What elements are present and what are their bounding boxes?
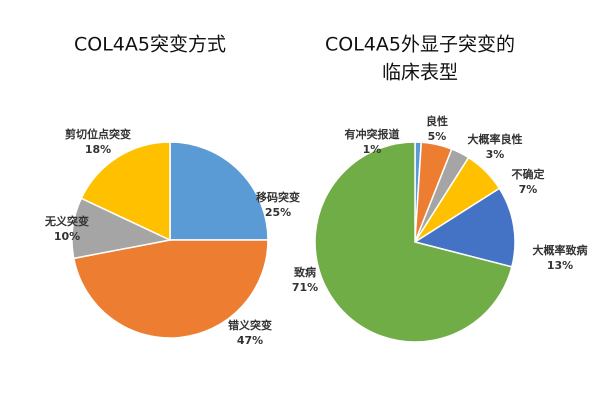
slice-value-label: 5% <box>428 130 447 143</box>
slice-value-label: 71% <box>292 281 318 294</box>
slice-label: 剪切位点突变 <box>65 127 131 141</box>
slice-label: 不确定 <box>512 167 545 181</box>
slice-label: 错义突变 <box>228 318 272 332</box>
slice-value-label: 1% <box>363 143 382 156</box>
slice-label: 致病 <box>294 265 316 279</box>
slice-value-label: 3% <box>486 148 505 161</box>
chart-title: COL4A5外显子突变的 <box>325 34 515 56</box>
slice-label: 大概率良性 <box>468 132 523 146</box>
slice-value-label: 7% <box>519 183 538 196</box>
slice-value-label: 13% <box>547 259 573 272</box>
slice-value-label: 47% <box>237 334 263 347</box>
slice-label: 有冲突报道 <box>345 127 400 141</box>
chart-title: 临床表型 <box>382 62 458 84</box>
slice-value-label: 18% <box>85 143 111 156</box>
pie-slice <box>169 141 269 241</box>
pie-slice <box>314 141 513 343</box>
pie-slice <box>72 239 269 339</box>
pie-slice <box>80 141 171 242</box>
pie-slice <box>413 187 516 268</box>
slice-value-label: 10% <box>54 230 80 243</box>
slice-value-label: 25% <box>265 206 291 219</box>
slice-label: 大概率致病 <box>533 243 588 257</box>
slice-label: 良性 <box>426 114 448 128</box>
chart-title: COL4A5突变方式 <box>74 34 226 56</box>
slice-label: 移码突变 <box>256 190 300 204</box>
slice-label: 无义突变 <box>44 214 89 228</box>
